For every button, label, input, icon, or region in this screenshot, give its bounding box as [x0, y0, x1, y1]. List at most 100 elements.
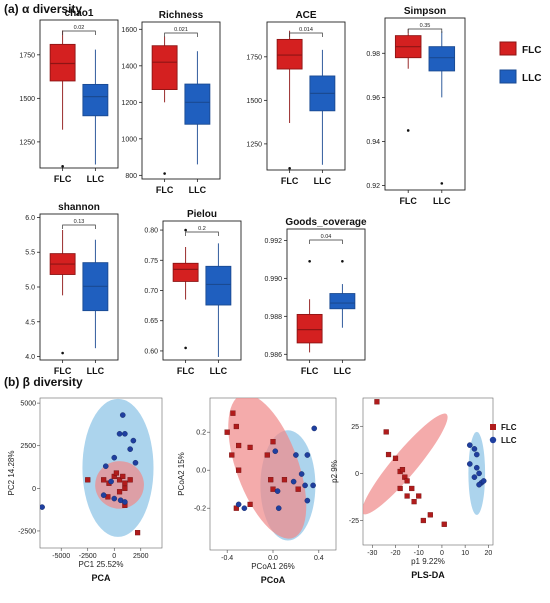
point-flc — [264, 452, 270, 458]
alpha-legend: FLC LLC — [499, 41, 541, 84]
boxplot-richness: Richness 800 1000 1200 1400 1600 FLC LLC 0.021 — [121, 10, 221, 195]
y-tick-label: 0 — [355, 471, 359, 478]
box-iqr — [82, 83, 109, 117]
point-llc — [290, 478, 297, 485]
box-llc: LLC — [205, 243, 232, 376]
y-tick-label: 2500 — [20, 443, 36, 450]
x-category-label: LLC — [87, 366, 105, 376]
outlier-point — [184, 228, 187, 232]
boxplot-title: shannon — [58, 202, 100, 213]
outlier-point — [308, 259, 311, 263]
point-llc — [274, 488, 281, 494]
x-category-label: FLC — [156, 185, 174, 195]
outlier-point — [440, 182, 444, 185]
box-flc: FLC — [151, 36, 178, 195]
confidence-ellipse-flc — [228, 398, 307, 539]
x-tick-label: 0 — [440, 550, 444, 557]
y-tick-label: 25 — [351, 424, 359, 431]
y-tick-label: 0.65 — [144, 318, 158, 325]
point-llc — [100, 492, 107, 498]
beta-legend-flc-swatch — [490, 424, 496, 430]
point-flc — [116, 489, 123, 495]
boxplot-shannon: shannon 4.0 4.5 5.0 5.5 6.0 FLC LLC 0.13 — [25, 202, 119, 376]
x-category-label: FLC — [54, 174, 72, 184]
y-tick-label: -2500 — [18, 528, 36, 535]
y-tick-label: 1000 — [121, 136, 137, 143]
x-tick-label: 0.0 — [268, 555, 278, 562]
y-axis-label: PCoA2 15% — [177, 452, 186, 496]
scatter-pcoa: -0.4 0.0 0.4 -0.2 0.0 0.2 PCoA1 26% PCoA2 15% PC… — [177, 397, 337, 585]
ellipse-layer — [228, 398, 316, 541]
box-llc: LLC — [428, 31, 456, 206]
box-flc: FLC — [49, 229, 76, 376]
beta-legend-llc-label: LLC — [501, 436, 517, 445]
x-tick-label: -30 — [367, 550, 377, 557]
x-category-label: FLC — [281, 176, 299, 186]
x-category-label: FLC — [399, 196, 417, 206]
box-iqr — [296, 313, 323, 344]
bracket-line — [62, 30, 96, 35]
significance-bracket: 0.014 — [289, 27, 323, 37]
point-llc — [102, 463, 109, 469]
alpha-boxplots: chao1 1250 1500 1750 FLC LLC 0.02 Richness 800 10… — [19, 6, 466, 376]
point-flc — [392, 455, 399, 461]
y-tick-label: 5.5 — [25, 250, 35, 257]
point-flc — [427, 512, 433, 518]
x-axis-label: p1 9.22% — [411, 557, 445, 566]
point-llc — [111, 454, 118, 461]
point-llc — [473, 464, 480, 471]
p-value-label: 0.02 — [74, 25, 85, 31]
outlier-point — [163, 172, 166, 175]
x-category-label: FLC — [177, 366, 195, 376]
point-llc — [272, 448, 279, 455]
x-category-label: LLC — [210, 366, 228, 376]
point-flc — [247, 501, 253, 508]
x-tick-label: -10 — [414, 550, 424, 557]
y-tick-label: 0.70 — [144, 288, 158, 295]
point-llc — [40, 504, 45, 510]
point-flc — [224, 429, 230, 435]
point-flc — [127, 477, 133, 483]
plot-name: PCA — [91, 573, 111, 583]
point-llc — [480, 478, 487, 484]
point-flc — [230, 410, 236, 416]
point-flc — [122, 485, 128, 491]
plot-name: PLS-DA — [411, 570, 445, 580]
box-flc: FLC — [276, 30, 303, 186]
y-tick-label: 800 — [125, 173, 137, 180]
point-flc — [85, 477, 91, 483]
point-llc — [116, 430, 123, 437]
box-llc: LLC — [184, 51, 211, 195]
point-flc — [295, 486, 301, 492]
point-flc — [134, 530, 141, 536]
point-llc — [471, 474, 478, 480]
box-flc: FLC — [296, 259, 323, 376]
legend-flc-swatch — [499, 41, 517, 56]
box-flc: FLC — [49, 30, 76, 184]
confidence-ellipse-flc — [363, 413, 448, 515]
bracket-line — [185, 231, 219, 236]
x-category-label: LLC — [433, 196, 451, 206]
box-flc: FLC — [172, 228, 199, 376]
y-tick-label: 0.986 — [264, 352, 282, 359]
y-axis-label: PC2 14.28% — [7, 451, 16, 496]
x-tick-label: 0.4 — [314, 555, 324, 562]
y-tick-label: 4.0 — [25, 354, 35, 361]
point-flc — [397, 485, 403, 492]
legend-flc-label: FLC — [522, 45, 541, 56]
scatter-pca: -5000 -2500 0 2500 -2500 0 2500 5000 PC1 25.52% P… — [7, 397, 163, 583]
y-tick-label: 0.75 — [144, 258, 158, 265]
x-category-label: FLC — [54, 366, 72, 376]
y-tick-label: 0.988 — [264, 314, 282, 321]
p-value-label: 0.014 — [299, 27, 313, 33]
box-iqr — [329, 293, 356, 310]
point-llc — [111, 495, 118, 502]
outlier-point — [61, 351, 64, 355]
point-flc — [236, 442, 242, 449]
points-flc — [374, 399, 447, 527]
y-tick-label: 1400 — [121, 63, 137, 70]
y-tick-label: 1750 — [19, 52, 35, 59]
point-flc — [399, 467, 406, 473]
point-llc — [235, 501, 242, 508]
